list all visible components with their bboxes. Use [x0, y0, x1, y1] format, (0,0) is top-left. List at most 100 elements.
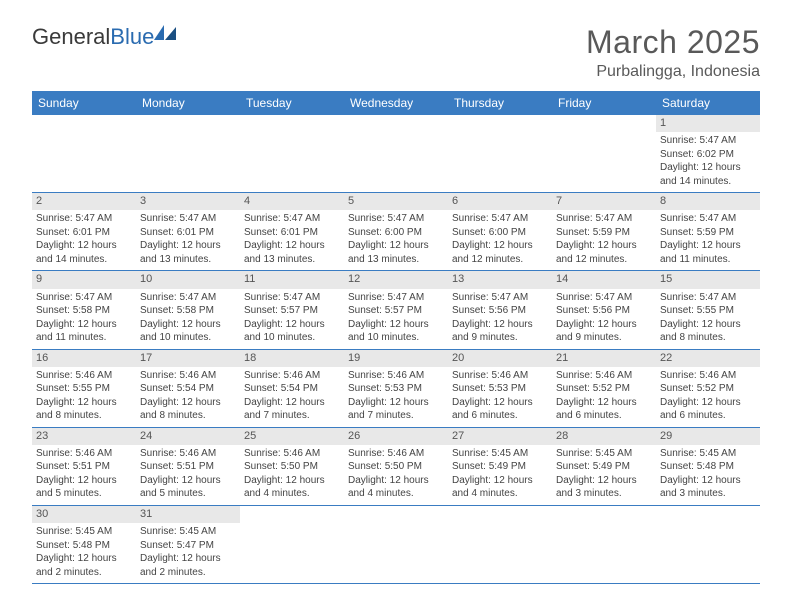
- daylight-line: Daylight: 12 hours and 13 minutes.: [140, 239, 236, 266]
- daylight-line: Daylight: 12 hours and 12 minutes.: [556, 239, 652, 266]
- calendar-cell: 20Sunrise: 5:46 AMSunset: 5:53 PMDayligh…: [448, 349, 552, 427]
- daylight-line: Daylight: 12 hours and 10 minutes.: [140, 318, 236, 345]
- calendar-cell: 4Sunrise: 5:47 AMSunset: 6:01 PMDaylight…: [240, 193, 344, 271]
- calendar-cell-empty: [344, 115, 448, 193]
- calendar-cell: 29Sunrise: 5:45 AMSunset: 5:48 PMDayligh…: [656, 427, 760, 505]
- day-number: 7: [552, 193, 656, 210]
- weekday-header: Friday: [552, 91, 656, 115]
- sunrise-line: Sunrise: 5:47 AM: [348, 291, 444, 305]
- day-info: Sunrise: 5:46 AMSunset: 5:50 PMDaylight:…: [344, 445, 448, 505]
- calendar-cell: 6Sunrise: 5:47 AMSunset: 6:00 PMDaylight…: [448, 193, 552, 271]
- day-info: Sunrise: 5:47 AMSunset: 5:59 PMDaylight:…: [656, 210, 760, 270]
- calendar-row: 9Sunrise: 5:47 AMSunset: 5:58 PMDaylight…: [32, 271, 760, 349]
- sunset-line: Sunset: 5:58 PM: [140, 304, 236, 318]
- calendar-cell: 12Sunrise: 5:47 AMSunset: 5:57 PMDayligh…: [344, 271, 448, 349]
- day-info: Sunrise: 5:46 AMSunset: 5:50 PMDaylight:…: [240, 445, 344, 505]
- calendar-row: 2Sunrise: 5:47 AMSunset: 6:01 PMDaylight…: [32, 193, 760, 271]
- sunset-line: Sunset: 5:52 PM: [660, 382, 756, 396]
- sunrise-line: Sunrise: 5:46 AM: [244, 447, 340, 461]
- daylight-line: Daylight: 12 hours and 6 minutes.: [556, 396, 652, 423]
- sunset-line: Sunset: 5:51 PM: [140, 460, 236, 474]
- day-info: Sunrise: 5:47 AMSunset: 6:00 PMDaylight:…: [344, 210, 448, 270]
- sunrise-line: Sunrise: 5:46 AM: [660, 369, 756, 383]
- day-number: 29: [656, 428, 760, 445]
- day-info: Sunrise: 5:45 AMSunset: 5:48 PMDaylight:…: [656, 445, 760, 505]
- daylight-line: Daylight: 12 hours and 4 minutes.: [452, 474, 548, 501]
- daylight-line: Daylight: 12 hours and 9 minutes.: [556, 318, 652, 345]
- logo: GeneralBlue: [32, 24, 178, 50]
- day-number: 5: [344, 193, 448, 210]
- day-info: Sunrise: 5:47 AMSunset: 5:58 PMDaylight:…: [136, 289, 240, 349]
- sunrise-line: Sunrise: 5:46 AM: [140, 369, 236, 383]
- calendar-cell: 15Sunrise: 5:47 AMSunset: 5:55 PMDayligh…: [656, 271, 760, 349]
- day-number: 24: [136, 428, 240, 445]
- day-number: 22: [656, 350, 760, 367]
- sunrise-line: Sunrise: 5:47 AM: [660, 134, 756, 148]
- day-number: 4: [240, 193, 344, 210]
- daylight-line: Daylight: 12 hours and 5 minutes.: [140, 474, 236, 501]
- sail-icon: [154, 25, 178, 43]
- calendar-cell: 5Sunrise: 5:47 AMSunset: 6:00 PMDaylight…: [344, 193, 448, 271]
- calendar-cell-empty: [656, 505, 760, 583]
- sunset-line: Sunset: 5:49 PM: [556, 460, 652, 474]
- sunrise-line: Sunrise: 5:45 AM: [452, 447, 548, 461]
- day-info: Sunrise: 5:45 AMSunset: 5:49 PMDaylight:…: [448, 445, 552, 505]
- calendar-cell: 27Sunrise: 5:45 AMSunset: 5:49 PMDayligh…: [448, 427, 552, 505]
- sunrise-line: Sunrise: 5:47 AM: [244, 291, 340, 305]
- sunrise-line: Sunrise: 5:47 AM: [348, 212, 444, 226]
- day-number: 13: [448, 271, 552, 288]
- sunrise-line: Sunrise: 5:47 AM: [556, 212, 652, 226]
- sunset-line: Sunset: 6:01 PM: [36, 226, 132, 240]
- calendar-row: 16Sunrise: 5:46 AMSunset: 5:55 PMDayligh…: [32, 349, 760, 427]
- calendar-cell: 9Sunrise: 5:47 AMSunset: 5:58 PMDaylight…: [32, 271, 136, 349]
- day-number: 31: [136, 506, 240, 523]
- calendar-cell: 31Sunrise: 5:45 AMSunset: 5:47 PMDayligh…: [136, 505, 240, 583]
- day-info: Sunrise: 5:46 AMSunset: 5:53 PMDaylight:…: [448, 367, 552, 427]
- sunset-line: Sunset: 5:57 PM: [244, 304, 340, 318]
- weekday-header: Monday: [136, 91, 240, 115]
- day-number: 10: [136, 271, 240, 288]
- sunset-line: Sunset: 6:00 PM: [348, 226, 444, 240]
- daylight-line: Daylight: 12 hours and 10 minutes.: [244, 318, 340, 345]
- weekday-header-row: SundayMondayTuesdayWednesdayThursdayFrid…: [32, 91, 760, 115]
- calendar-cell-empty: [448, 115, 552, 193]
- sunrise-line: Sunrise: 5:45 AM: [660, 447, 756, 461]
- calendar-cell: 3Sunrise: 5:47 AMSunset: 6:01 PMDaylight…: [136, 193, 240, 271]
- daylight-line: Daylight: 12 hours and 7 minutes.: [244, 396, 340, 423]
- day-number: 21: [552, 350, 656, 367]
- calendar-cell-empty: [552, 115, 656, 193]
- day-info: Sunrise: 5:47 AMSunset: 6:01 PMDaylight:…: [32, 210, 136, 270]
- daylight-line: Daylight: 12 hours and 6 minutes.: [660, 396, 756, 423]
- sunset-line: Sunset: 5:54 PM: [140, 382, 236, 396]
- sunrise-line: Sunrise: 5:46 AM: [556, 369, 652, 383]
- day-info: Sunrise: 5:46 AMSunset: 5:52 PMDaylight:…: [656, 367, 760, 427]
- day-number: 11: [240, 271, 344, 288]
- sunrise-line: Sunrise: 5:47 AM: [36, 212, 132, 226]
- calendar-cell-empty: [344, 505, 448, 583]
- logo-text-general: General: [32, 24, 110, 49]
- sunrise-line: Sunrise: 5:47 AM: [452, 212, 548, 226]
- daylight-line: Daylight: 12 hours and 13 minutes.: [348, 239, 444, 266]
- daylight-line: Daylight: 12 hours and 8 minutes.: [140, 396, 236, 423]
- calendar-cell: 17Sunrise: 5:46 AMSunset: 5:54 PMDayligh…: [136, 349, 240, 427]
- daylight-line: Daylight: 12 hours and 11 minutes.: [36, 318, 132, 345]
- sunrise-line: Sunrise: 5:47 AM: [140, 291, 236, 305]
- day-info: Sunrise: 5:46 AMSunset: 5:53 PMDaylight:…: [344, 367, 448, 427]
- sunset-line: Sunset: 5:59 PM: [556, 226, 652, 240]
- day-info: Sunrise: 5:46 AMSunset: 5:52 PMDaylight:…: [552, 367, 656, 427]
- daylight-line: Daylight: 12 hours and 13 minutes.: [244, 239, 340, 266]
- day-info: Sunrise: 5:47 AMSunset: 5:55 PMDaylight:…: [656, 289, 760, 349]
- sunrise-line: Sunrise: 5:47 AM: [36, 291, 132, 305]
- calendar-row: 23Sunrise: 5:46 AMSunset: 5:51 PMDayligh…: [32, 427, 760, 505]
- calendar-body: 1Sunrise: 5:47 AMSunset: 6:02 PMDaylight…: [32, 115, 760, 584]
- calendar-cell-empty: [448, 505, 552, 583]
- day-number: 28: [552, 428, 656, 445]
- daylight-line: Daylight: 12 hours and 6 minutes.: [452, 396, 548, 423]
- daylight-line: Daylight: 12 hours and 4 minutes.: [348, 474, 444, 501]
- calendar-cell: 24Sunrise: 5:46 AMSunset: 5:51 PMDayligh…: [136, 427, 240, 505]
- calendar-cell: 8Sunrise: 5:47 AMSunset: 5:59 PMDaylight…: [656, 193, 760, 271]
- daylight-line: Daylight: 12 hours and 8 minutes.: [36, 396, 132, 423]
- sunrise-line: Sunrise: 5:46 AM: [348, 447, 444, 461]
- calendar-cell-empty: [32, 115, 136, 193]
- sunrise-line: Sunrise: 5:46 AM: [36, 369, 132, 383]
